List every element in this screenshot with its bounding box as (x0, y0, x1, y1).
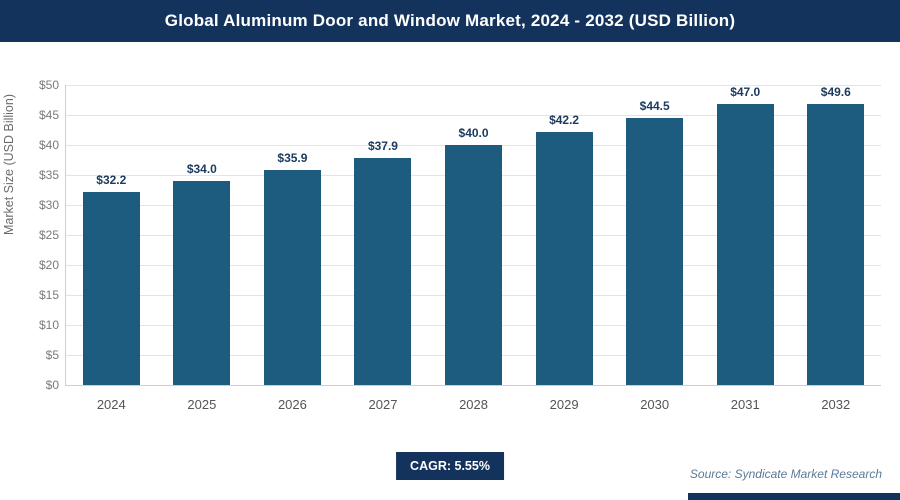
bar-value-label: $47.0 (730, 85, 761, 99)
bar (535, 131, 593, 385)
cagr-badge: CAGR: 5.55% (396, 452, 504, 480)
bar (263, 169, 321, 385)
y-axis-tick-label: $25 (38, 228, 59, 242)
bar-value-label: $42.2 (549, 112, 580, 127)
source-note: Source: Syndicate Market Research (689, 467, 882, 481)
y-axis-tick-label: $45 (38, 108, 59, 122)
x-axis-tick-label: 2024 (96, 397, 126, 412)
bar (626, 118, 684, 385)
bar-value-label: $32.2 (96, 172, 127, 187)
y-axis-tick-label: $5 (45, 348, 59, 362)
bar-value-label: $40.0 (458, 126, 489, 140)
bar-value-label: $49.6 (820, 85, 851, 99)
y-axis-tick-label: $50 (38, 78, 59, 92)
bar (173, 181, 231, 385)
x-axis-tick-label: 2032 (821, 397, 851, 412)
y-axis-tick-label: $40 (38, 138, 59, 152)
y-axis-tick-label: $10 (38, 318, 59, 332)
bar-slot: $49.6 2032 (791, 85, 882, 412)
x-axis-tick-label: 2028 (459, 397, 488, 412)
bar-slot: $34.0 2025 (157, 85, 248, 412)
bar (354, 157, 412, 385)
y-axis-tick-label: $35 (38, 168, 59, 182)
bar-slot: $44.5 2030 (609, 85, 700, 412)
y-axis-tick-label: $20 (38, 258, 59, 272)
chart-title: Global Aluminum Door and Window Market, … (164, 11, 736, 30)
gridline (66, 115, 881, 116)
bar-value-label: $44.5 (639, 99, 670, 113)
y-axis-tick-label: $30 (38, 198, 59, 212)
x-axis-tick-label: 2025 (187, 397, 217, 412)
bar-slot: $32.2 2024 (66, 85, 157, 412)
bar-slot: $35.9 2026 (247, 85, 338, 412)
gridline (66, 85, 881, 86)
x-axis-tick-label: 2031 (730, 397, 760, 412)
bar (716, 104, 774, 385)
x-axis-tick-label: 2026 (277, 397, 307, 412)
x-axis-tick-label: 2027 (368, 397, 398, 412)
y-axis-tick-label: $15 (38, 288, 59, 302)
y-axis-tick-label: $0 (45, 378, 59, 392)
bar-slot: $47.0 2031 (700, 85, 791, 412)
bar (807, 104, 865, 385)
bar-slot: $40.0 2028 (428, 85, 519, 412)
bar (82, 191, 140, 385)
bar-slot: $37.9 2027 (338, 85, 429, 412)
bar-value-label: $37.9 (367, 138, 398, 153)
bars-container: $32.2 2024 $34.0 2025 $35.9 2026 $37.9 2027 $40.… (66, 85, 882, 412)
chart-title-bar: Global Aluminum Door and Window Market, … (0, 0, 900, 42)
bar-slot: $42.2 2029 (519, 85, 610, 412)
x-axis-tick-label: 2029 (549, 397, 579, 412)
bar-value-label: $34.0 (186, 162, 217, 176)
plot-area: $32.2 2024 $34.0 2025 $35.9 2026 $37.9 2027 $40.… (39, 78, 882, 412)
x-axis-tick-label: 2030 (640, 397, 670, 412)
bar (445, 145, 503, 385)
bar-value-label: $35.9 (277, 150, 308, 165)
footer-accent-bar (688, 493, 900, 500)
